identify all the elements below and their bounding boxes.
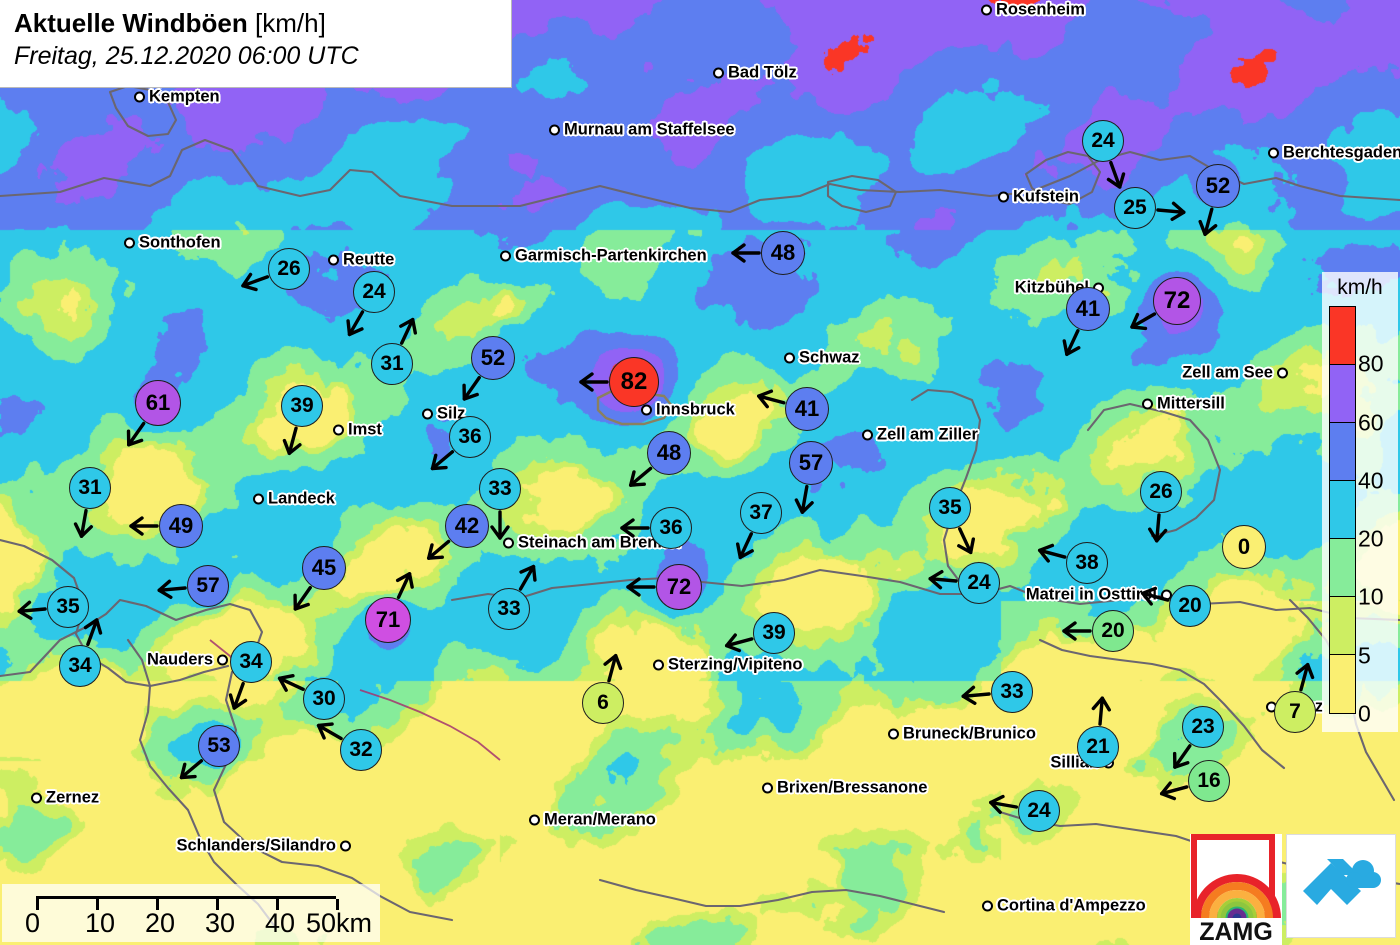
map-title-box: Aktuelle Windböen [km/h] Freitag, 25.12.… [0,0,512,88]
scalebar-label-0: 0 [25,908,41,938]
legend-band-80+ [1330,307,1355,365]
scalebar-tick [36,899,39,910]
color-legend: km/h 80 60 40 20 10 5 0 [1322,272,1398,732]
zamg-wordmark: ZAMG [1199,918,1273,945]
legend-colorbar [1329,306,1356,714]
scalebar-tick [276,899,279,910]
scalebar-label-30: 30 [205,908,236,938]
legend-band-0-5 [1330,655,1355,713]
title-unit: [km/h] [255,8,326,38]
scalebar-tick [96,899,99,910]
legend-band-20-40 [1330,481,1355,539]
zamg-logo[interactable]: ZAMG [1190,834,1282,945]
title-timestamp: Freitag, 25.12.2020 06:00 UTC [14,42,359,70]
scalebar-label-10: 10 [85,908,116,938]
scalebar-tick [216,899,219,910]
scalebar-rule [36,896,339,910]
legend-band-40-60 [1330,423,1355,481]
geosphere-logo[interactable] [1286,834,1396,938]
mountain-cloud-icon [1303,859,1381,905]
scalebar-labels: 0 10 20 30 40 50km [2,908,380,940]
scalebar-tick [156,899,159,910]
legend-band-60-80 [1330,365,1355,423]
legend-tick-0: 0 [1358,700,1371,727]
zamg-rainbow-icon [1191,834,1281,919]
legend-tick-40: 40 [1358,467,1384,494]
page-title: Aktuelle Windböen [km/h] [14,6,501,40]
scalebar-label-40: 40 [265,908,296,938]
legend-band-10-20 [1330,539,1355,597]
legend-unit-label: km/h [1337,276,1383,299]
title-main: Aktuelle Windböen [14,8,248,38]
distance-scalebar: 0 10 20 30 40 50km [2,884,380,942]
legend-tick-60: 60 [1358,409,1384,436]
legend-tick-80: 80 [1358,350,1384,377]
legend-tick-10: 10 [1358,583,1384,610]
legend-band-5-10 [1330,597,1355,655]
scalebar-label-50km: 50km [306,908,373,938]
legend-tick-5: 5 [1358,642,1371,669]
legend-tick-20: 20 [1358,525,1384,552]
scalebar-tick [336,899,339,910]
legend-tick-labels: 80 60 40 20 10 5 0 [1358,306,1400,725]
scalebar-label-20: 20 [145,908,176,938]
